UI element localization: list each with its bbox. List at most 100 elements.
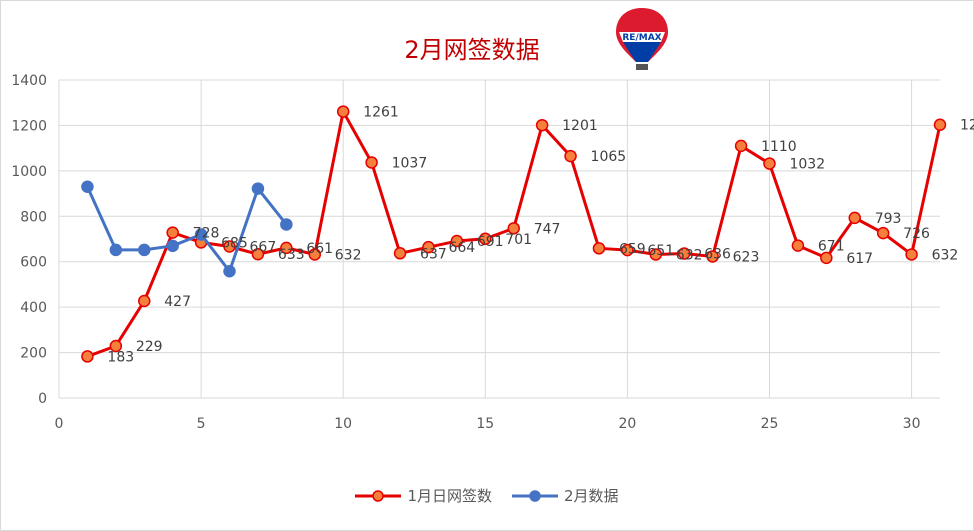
data-point-1 bbox=[621, 243, 634, 257]
y-tick-label: 400 bbox=[20, 300, 47, 316]
x-tick-label: 25 bbox=[761, 416, 779, 432]
y-tick-label: 600 bbox=[20, 255, 47, 271]
data-label: 632 bbox=[932, 247, 959, 263]
data-label: 632 bbox=[676, 247, 703, 263]
data-point-2 bbox=[194, 228, 208, 241]
legend-label: 1月日网签数 bbox=[407, 487, 492, 505]
line-chart: 0 200 400 600 800 1000 1200 1400 0 5 10 15 20 25 30 18… bbox=[11, 73, 974, 432]
data-point-1 bbox=[535, 118, 549, 132]
data-label: 633 bbox=[278, 247, 305, 263]
data-point-1 bbox=[422, 240, 435, 254]
data-label: 664 bbox=[448, 240, 475, 256]
data-point-2 bbox=[280, 218, 293, 231]
legend-swatch bbox=[512, 489, 558, 502]
y-tick-label: 1200 bbox=[11, 118, 47, 134]
data-point-1 bbox=[933, 118, 947, 131]
data-label: 623 bbox=[733, 249, 760, 265]
data-point-2 bbox=[109, 243, 123, 257]
data-point-1 bbox=[81, 350, 94, 363]
data-point-1 bbox=[365, 156, 378, 169]
data-label: 685 bbox=[221, 235, 248, 251]
data-point-1 bbox=[507, 222, 520, 235]
data-label: 728 bbox=[193, 226, 220, 242]
data-point-1 bbox=[905, 248, 918, 261]
data-point-1 bbox=[166, 226, 179, 239]
data-label: 1110 bbox=[761, 139, 797, 155]
data-label: 632 bbox=[335, 247, 362, 263]
legend-swatch bbox=[355, 489, 402, 502]
y-tick-label: 1400 bbox=[11, 73, 47, 89]
x-tick-label: 20 bbox=[618, 416, 636, 432]
data-point-2 bbox=[138, 243, 151, 257]
data-point-1 bbox=[223, 240, 236, 253]
axes: 0 200 400 600 800 1000 1200 1400 0 5 10 15 20 25 30 bbox=[11, 73, 920, 432]
legend-label: 2月数据 bbox=[564, 487, 619, 505]
data-label: 661 bbox=[306, 241, 333, 257]
data-label: 637 bbox=[420, 246, 447, 262]
legend: 1月日网签数 2月数据 bbox=[0, 485, 974, 506]
legend-item-2: 2月数据 bbox=[512, 485, 619, 506]
data-label: 659 bbox=[619, 241, 646, 257]
x-tick-label: 15 bbox=[476, 416, 494, 432]
data-label: 691 bbox=[477, 234, 504, 250]
series bbox=[81, 105, 947, 363]
data-label: 747 bbox=[534, 221, 561, 237]
data-point-1 bbox=[876, 226, 890, 240]
data-label: 671 bbox=[818, 239, 845, 255]
data-label: 793 bbox=[875, 211, 902, 227]
data-point-1 bbox=[820, 251, 833, 265]
x-tick-label: 30 bbox=[903, 416, 921, 432]
data-label: 726 bbox=[903, 226, 930, 242]
remax-balloon-logo: RE/MAX bbox=[616, 8, 668, 70]
data-point-1 bbox=[336, 105, 350, 118]
data-label: 183 bbox=[107, 349, 134, 365]
data-label: 1065 bbox=[591, 149, 627, 165]
data-point-2 bbox=[81, 180, 94, 194]
data-label: 1201 bbox=[562, 118, 598, 134]
data-point-1 bbox=[280, 241, 293, 255]
data-point-1 bbox=[848, 211, 861, 225]
x-tick-label: 5 bbox=[197, 416, 206, 432]
data-point-2 bbox=[251, 182, 265, 195]
y-tick-label: 800 bbox=[20, 209, 47, 225]
data-point-1 bbox=[308, 248, 322, 261]
logo-text: RE/MAX bbox=[622, 33, 661, 43]
data-point-1 bbox=[706, 250, 719, 263]
data-point-1 bbox=[479, 232, 492, 246]
x-tick-label: 10 bbox=[334, 416, 352, 432]
data-point-1 bbox=[251, 247, 265, 261]
data-point-1 bbox=[791, 239, 805, 252]
data-point-1 bbox=[138, 294, 151, 308]
data-point-1 bbox=[677, 247, 691, 260]
data-label: 617 bbox=[846, 251, 873, 267]
data-label: 1037 bbox=[392, 155, 428, 171]
data-point-1 bbox=[734, 139, 748, 153]
data-label: 701 bbox=[505, 232, 532, 248]
data-point-2 bbox=[166, 239, 179, 253]
chart-title: 2月网签数据 bbox=[404, 36, 540, 64]
data-label: 1261 bbox=[363, 105, 399, 121]
data-point-1 bbox=[450, 234, 464, 248]
data-label: 651 bbox=[647, 243, 674, 259]
data-point-1 bbox=[393, 247, 407, 260]
data-point-1 bbox=[763, 157, 776, 170]
y-tick-label: 0 bbox=[38, 391, 47, 407]
data-point-1 bbox=[592, 242, 606, 255]
data-point-2 bbox=[223, 265, 236, 278]
data-point-1 bbox=[109, 339, 123, 353]
legend-item-1: 1月日网签数 bbox=[355, 485, 492, 506]
x-tick-label: 0 bbox=[55, 416, 64, 432]
data-label: 1032 bbox=[789, 157, 825, 173]
data-label: 667 bbox=[250, 239, 277, 255]
data-label: 1203 bbox=[960, 118, 974, 134]
y-tick-label: 1000 bbox=[11, 164, 47, 180]
data-label: 427 bbox=[164, 294, 191, 310]
data-point-1 bbox=[649, 248, 663, 261]
data-label: 636 bbox=[704, 247, 731, 263]
data-point-1 bbox=[564, 149, 577, 163]
data-label: 229 bbox=[136, 339, 163, 355]
grid bbox=[58, 79, 940, 399]
y-tick-label: 200 bbox=[20, 346, 47, 362]
